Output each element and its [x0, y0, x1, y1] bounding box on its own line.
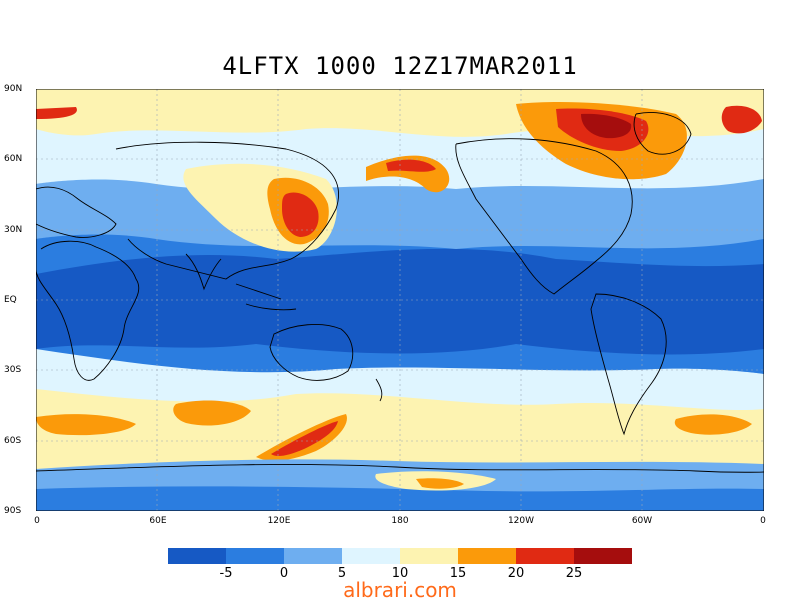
colorbar-label-0: 0	[279, 566, 289, 581]
chart-title: 4LFTX 1000 12Z17MAR2011	[222, 52, 578, 80]
asia-coastline	[115, 141, 339, 280]
greenland-coastline	[633, 112, 692, 155]
lat-label-eq: EQ	[4, 295, 17, 305]
atlantic-darkred-region	[581, 113, 632, 139]
colorbar-label-20: 20	[507, 566, 525, 581]
south-red-streak	[271, 421, 338, 457]
watermark-text: albrari.com	[343, 578, 457, 602]
north-america-coastline	[455, 138, 633, 295]
lon-label-0-right: 0	[760, 516, 766, 526]
tropical-band	[36, 248, 764, 355]
south-orange-left	[36, 414, 136, 436]
europe-coastline	[36, 186, 117, 238]
colorbar-label-15: 15	[449, 566, 467, 581]
newzealand-coastline	[375, 378, 383, 402]
colorbar-cell-1	[168, 548, 226, 564]
asia-red-region	[282, 192, 319, 237]
south-orange-mid	[173, 400, 251, 426]
lon-label-60e: 60E	[149, 516, 167, 526]
coastlines	[36, 112, 764, 473]
colorbar-label-m5: -5	[219, 566, 233, 581]
antarctic-deep-band	[36, 486, 764, 511]
antarctica-coastline	[36, 464, 764, 473]
colorbar	[168, 548, 632, 564]
antarctic-orange-patch	[416, 478, 464, 489]
arctic-red-east	[721, 105, 762, 134]
indonesia-coastline	[235, 283, 297, 311]
lon-label-120e: 120E	[267, 516, 291, 526]
lon-label-120w: 120W	[507, 516, 535, 526]
colorbar-cell-6	[458, 548, 516, 564]
colorbar-cell-5	[400, 548, 458, 564]
colorbar-cell-4	[342, 548, 400, 564]
india-coastline	[185, 253, 222, 291]
arctic-red-west	[36, 107, 77, 119]
colorbar-cell-7	[516, 548, 574, 564]
south-orange-right	[674, 414, 752, 435]
lat-label-60n: 60N	[4, 154, 23, 164]
colorbar-label-10: 10	[391, 566, 409, 581]
lon-label-180: 180	[391, 516, 409, 526]
lat-label-60s: 60S	[4, 436, 22, 446]
africa-coastline	[36, 240, 140, 381]
colorbar-cell-8	[574, 548, 632, 564]
lat-label-90n: 90N	[4, 84, 23, 94]
lat-label-30n: 30N	[4, 225, 23, 235]
lon-label-60w: 60W	[631, 516, 653, 526]
colorbar-cell-3	[284, 548, 342, 564]
south-america-coastline	[590, 293, 667, 436]
colorbar-label-25: 25	[565, 566, 583, 581]
graticule	[36, 89, 764, 511]
lat-label-90s: 90S	[4, 506, 22, 516]
lon-label-0-left: 0	[34, 516, 40, 526]
colorbar-cell-2	[226, 548, 284, 564]
lifted-index-map	[36, 89, 764, 511]
colorbar-label-5: 5	[337, 566, 347, 581]
pacific-red-streak	[386, 159, 436, 172]
australia-coastline	[269, 324, 354, 381]
lat-label-30s: 30S	[4, 365, 22, 375]
